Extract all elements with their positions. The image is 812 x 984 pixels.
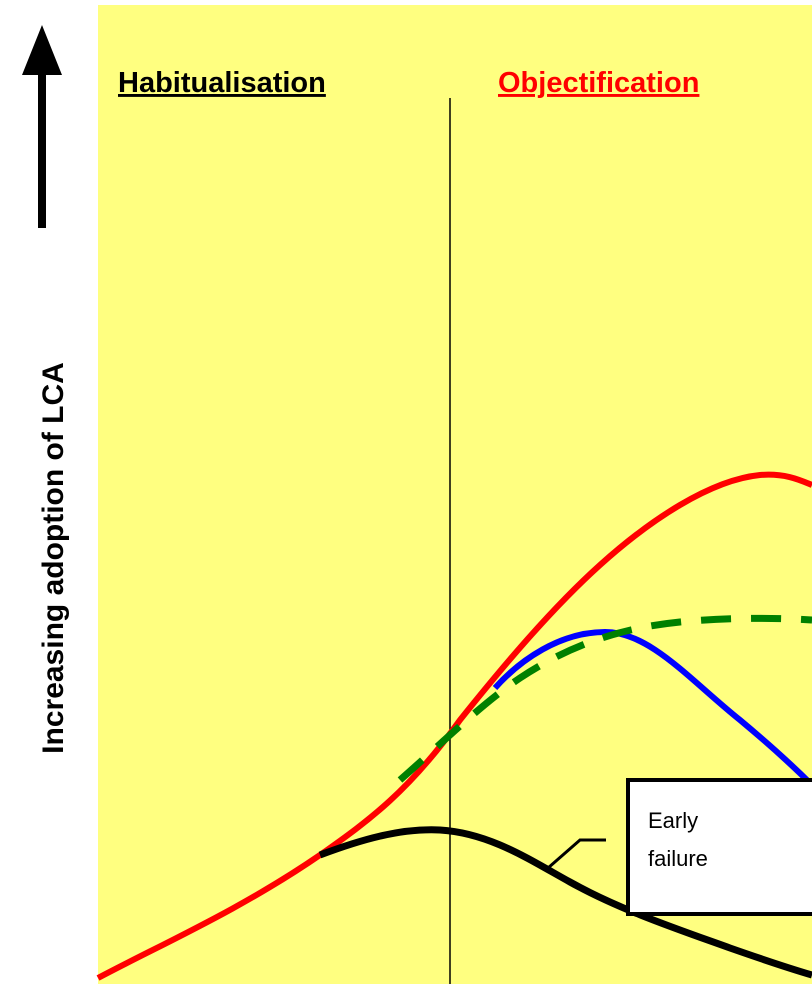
callout-line: Early	[648, 808, 698, 833]
left-title: Habitualisation	[118, 67, 326, 99]
callout-box	[626, 778, 812, 916]
blue-curve	[492, 628, 812, 788]
right-title: Objectification	[498, 67, 699, 99]
axis-label: Increasing adoption of LCA	[37, 362, 70, 754]
black-curve	[318, 826, 812, 979]
red-curve	[96, 471, 812, 981]
axis-arrow-head	[22, 25, 62, 75]
callout-leader	[547, 838, 606, 870]
callout-line: failure	[648, 846, 708, 871]
